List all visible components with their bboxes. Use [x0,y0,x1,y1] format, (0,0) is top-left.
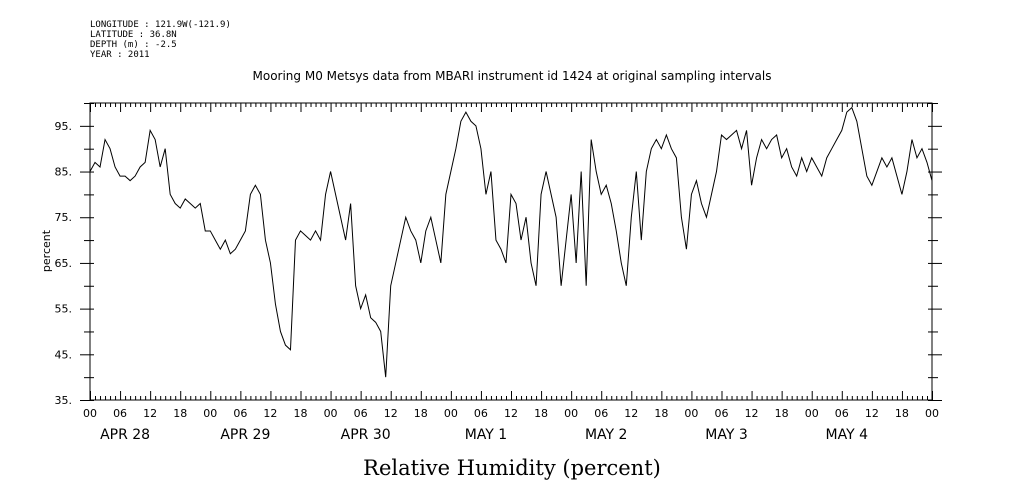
latitude-label: LATITUDE : 36.8N [90,30,177,40]
x-tick-label: 06 [233,407,247,420]
x-tick-label: 18 [294,407,308,420]
x-tick-label: 06 [594,407,608,420]
x-tick-label: 12 [143,407,157,420]
x-tick-label: 00 [83,407,97,420]
y-tick-label: 85. [55,166,73,179]
x-tick-label: 12 [263,407,277,420]
x-tick-label: 00 [805,407,819,420]
y-tick-label: 95. [55,120,73,133]
day-label: MAY 2 [585,427,627,443]
day-label: APR 30 [341,427,391,443]
x-tick-label: 12 [504,407,518,420]
day-label: MAY 4 [826,427,869,443]
x-tick-label: 18 [654,407,668,420]
x-tick-label: 06 [474,407,488,420]
axis-labels: 00 06 12 18 00 06 12 18 00 06 12 18 00 06 12 18 00 06 12 18… [55,120,940,443]
x-tick-label: 18 [173,407,187,420]
x-tick-label: 12 [624,407,638,420]
depth-label: DEPTH (m) : -2.5 [90,40,177,50]
x-tick-label: 12 [745,407,759,420]
x-tick-label: 06 [113,407,127,420]
day-label: APR 29 [220,427,270,443]
day-label: APR 28 [100,427,150,443]
chart-title: Mooring M0 Metsys data from MBARI instru… [253,69,772,83]
x-tick-label: 00 [203,407,217,420]
y-tick-label: 65. [55,257,73,270]
longitude-label: LONGITUDE : 121.9W(-121.9) [90,20,231,30]
day-label: MAY 1 [465,427,507,443]
x-tick-label: 12 [384,407,398,420]
year-label: YEAR : 2011 [90,50,150,60]
axis-ticks [80,103,942,401]
x-tick-label: 18 [775,407,789,420]
y-tick-label: 35. [55,394,73,407]
x-tick-label: 00 [444,407,458,420]
humidity-series-line [89,106,933,378]
x-tick-label: 00 [324,407,338,420]
x-tick-label: 18 [895,407,909,420]
day-label: MAY 3 [705,427,747,443]
x-tick-label: 18 [414,407,428,420]
x-tick-label: 00 [925,407,939,420]
x-tick-label: 06 [835,407,849,420]
x-tick-label: 12 [865,407,879,420]
x-tick-label: 00 [564,407,578,420]
x-axis-label: Relative Humidity (percent) [363,456,661,480]
y-tick-label: 75. [55,211,73,224]
x-tick-label: 18 [534,407,548,420]
y-tick-label: 45. [55,348,73,361]
y-axis-label: percent [40,229,53,272]
x-tick-label: 00 [684,407,698,420]
plot-frame [89,102,933,401]
station-metadata: LONGITUDE : 121.9W(-121.9) LATITUDE : 36… [90,20,231,60]
y-tick-label: 55. [55,303,73,316]
x-tick-label: 06 [715,407,729,420]
x-tick-label: 06 [354,407,368,420]
